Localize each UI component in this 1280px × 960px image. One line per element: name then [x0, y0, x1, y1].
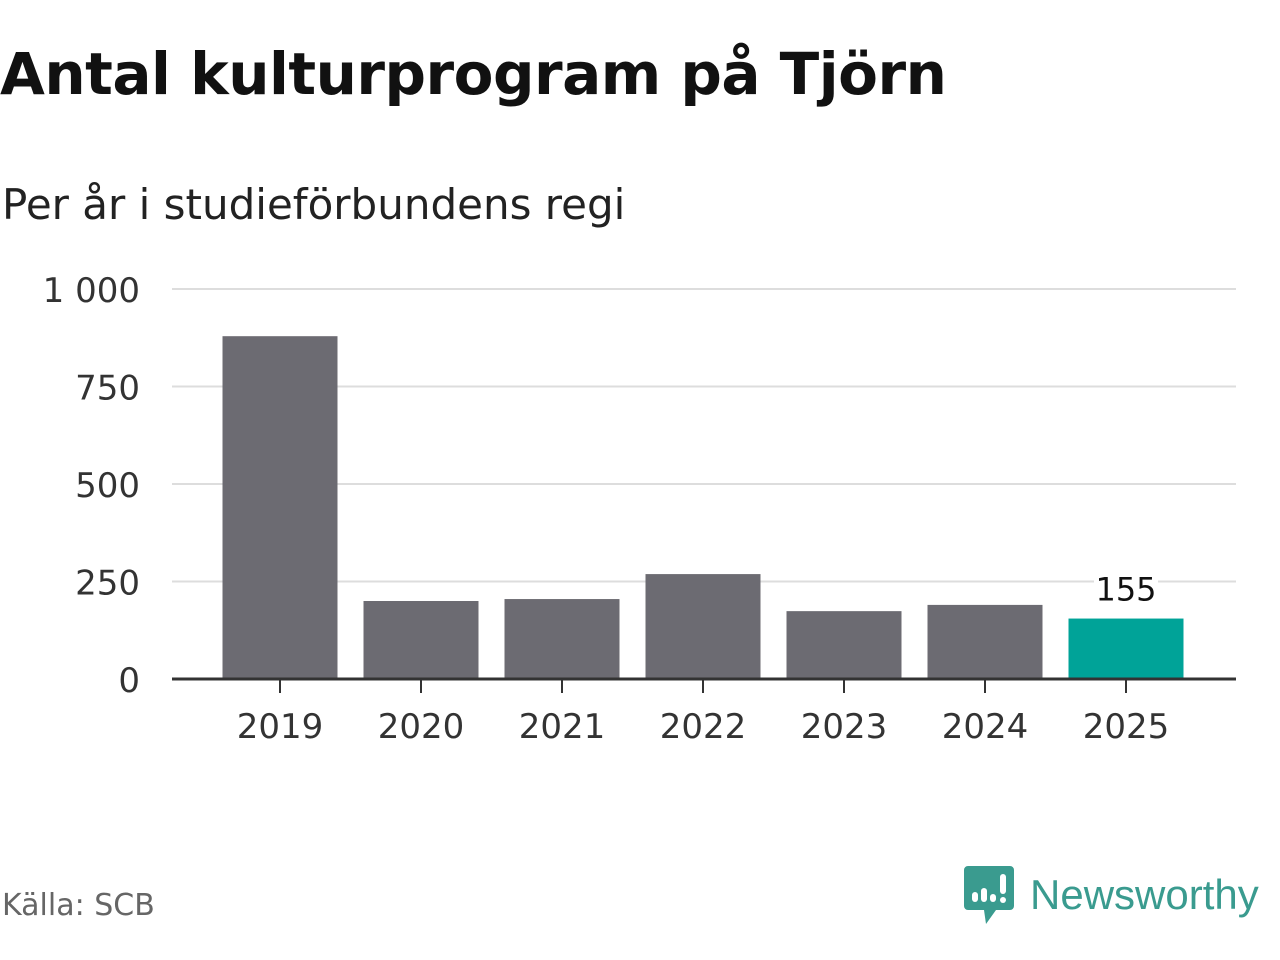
y-tick-label: 250	[75, 564, 140, 604]
chart-subtitle: Per år i studieförbundens regi	[2, 180, 626, 229]
data-label: 155	[1095, 571, 1156, 609]
source-label: Källa: SCB	[2, 888, 155, 923]
bar-2024	[927, 604, 1043, 679]
x-tick-label: 2025	[1083, 707, 1170, 747]
chart-title: Antal kulturprogram på Tjörn	[0, 40, 947, 108]
x-tick-label: 2021	[519, 707, 606, 747]
x-tick-label: 2020	[378, 707, 465, 747]
brand-name: Newsworthy	[1030, 871, 1259, 918]
bar-2021	[504, 599, 620, 679]
bar-2020	[363, 601, 479, 679]
y-tick-label: 750	[75, 369, 140, 409]
y-tick-label: 500	[75, 466, 140, 506]
newsworthy-logo: Newsworthy	[964, 864, 1259, 926]
y-tick-label: 0	[118, 661, 140, 701]
data-label-bg	[1094, 570, 1158, 609]
x-tick-label: 2023	[801, 707, 888, 747]
bar-2025	[1068, 618, 1184, 679]
bar-2023	[786, 611, 902, 679]
bar-2019	[222, 336, 338, 679]
x-tick-label: 2024	[942, 707, 1029, 747]
x-tick-label: 2019	[237, 707, 324, 747]
y-tick-label: 1 000	[43, 271, 140, 311]
bar-2022	[645, 574, 761, 679]
newsworthy-logo-icon	[964, 866, 1014, 924]
x-tick-label: 2022	[660, 707, 747, 747]
